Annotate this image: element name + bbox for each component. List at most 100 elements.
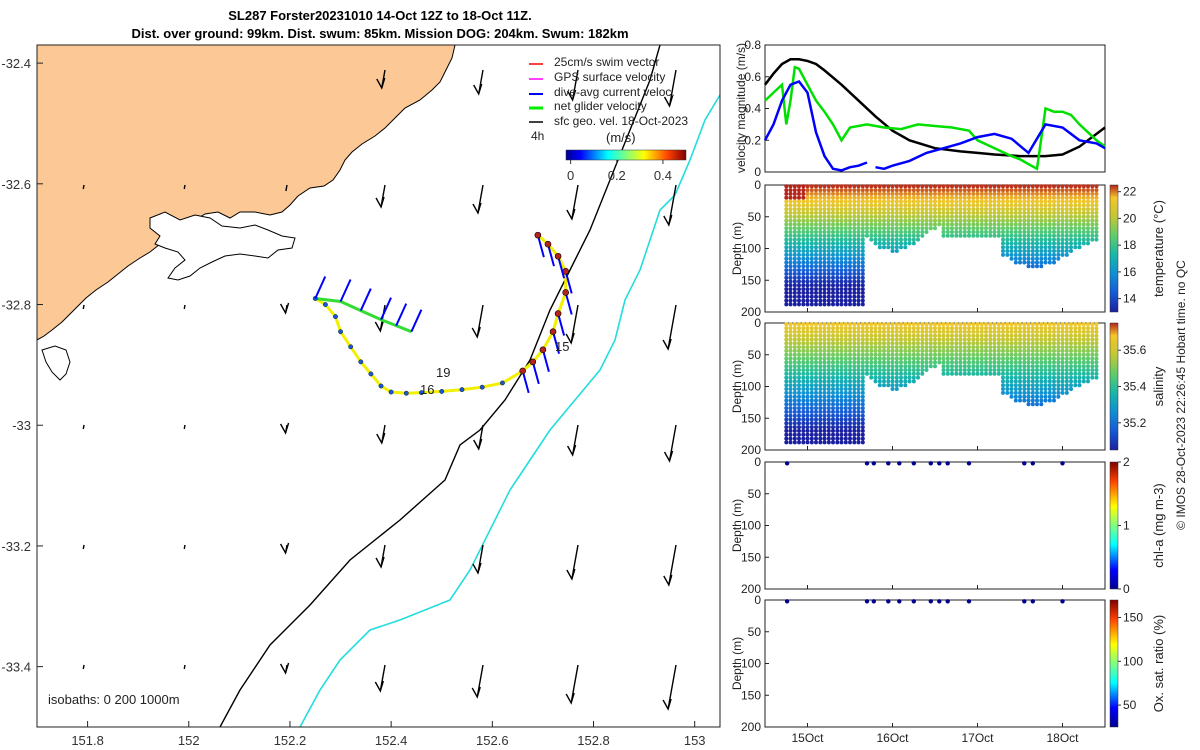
profile-sample <box>860 249 865 253</box>
profile-sample <box>805 379 810 384</box>
profile-sample <box>818 249 823 253</box>
profile-sample <box>975 364 980 369</box>
profile-sample <box>797 207 801 212</box>
profile-sample <box>1043 249 1048 253</box>
profile-sample <box>894 195 899 200</box>
profile-sample <box>805 364 810 369</box>
profile-samples-temperature <box>784 184 1099 307</box>
profile-sample <box>797 402 801 407</box>
profile-sample <box>1043 356 1048 361</box>
profile-sample <box>869 329 874 334</box>
profile-sample <box>835 390 840 395</box>
profile-sample <box>843 352 848 357</box>
profile-sample <box>848 345 852 350</box>
profile-sample <box>1001 210 1005 215</box>
profile-sample <box>958 184 963 189</box>
profile-sample <box>967 352 971 357</box>
colorbar-chla <box>1109 461 1119 590</box>
profile-sample <box>1086 218 1090 223</box>
profile-sample <box>1090 237 1095 242</box>
profile-sample <box>822 440 827 445</box>
profile-sample <box>1086 341 1090 346</box>
profile-sample <box>928 329 933 334</box>
profile-sample <box>809 383 814 388</box>
profile-sample <box>1030 402 1035 407</box>
profile-sample <box>865 371 869 376</box>
profile-sample <box>882 326 886 331</box>
profile-sample <box>992 199 997 204</box>
profile-sample <box>809 268 814 273</box>
track-point <box>562 289 569 296</box>
profile-sample <box>814 326 818 331</box>
profile-sample <box>822 264 827 269</box>
profile-sample <box>937 345 942 350</box>
profile-sample <box>988 371 993 376</box>
profile-sample <box>797 191 801 196</box>
profile-sample <box>848 348 852 353</box>
profile-sample <box>797 406 801 411</box>
profile-sample <box>1030 341 1035 346</box>
profile-sample <box>831 402 835 407</box>
profile-sample <box>1001 233 1005 238</box>
profile-sample <box>1069 348 1073 353</box>
profile-sample <box>814 302 818 307</box>
track-point <box>529 358 537 366</box>
velocity-series-net-glider <box>764 65 1106 171</box>
depth-tick-label: 100 <box>741 380 761 394</box>
profile-sample <box>950 326 954 331</box>
profile-sample <box>809 394 814 399</box>
profile-sample <box>1039 218 1044 223</box>
profile-sample <box>1022 360 1027 365</box>
profile-sample <box>916 333 920 338</box>
profile-sample <box>950 333 954 338</box>
profile-sample <box>992 191 997 196</box>
profile-sample <box>809 260 814 265</box>
profile-sample <box>852 352 857 357</box>
profile-sample <box>860 252 865 257</box>
velocity-y-tick-label: 0.8 <box>744 38 761 52</box>
profile-sample <box>801 375 806 380</box>
profile-sample <box>1022 188 1027 193</box>
profile-sample <box>1035 329 1039 334</box>
profile-sample <box>945 226 950 231</box>
profile-sample <box>945 230 950 234</box>
profile-sample <box>1035 230 1039 234</box>
profile-sample <box>937 214 942 219</box>
profile-sample <box>996 356 1001 361</box>
profile-sample <box>871 461 876 466</box>
profile-sample <box>1009 191 1014 196</box>
profile-sample <box>826 210 831 215</box>
profile-sample <box>788 222 793 227</box>
profile-sample <box>835 290 840 295</box>
profile-sample <box>1005 245 1010 250</box>
profile-sample <box>831 218 835 223</box>
profile-sample <box>1001 341 1005 346</box>
profile-sample <box>882 241 886 246</box>
geo-arrow-head <box>663 574 673 587</box>
profile-sample <box>1030 195 1035 200</box>
profile-sample <box>865 368 869 372</box>
profile-sample <box>1030 333 1035 338</box>
profile-sample <box>962 348 967 353</box>
coastal-inlet <box>41 345 71 381</box>
profile-sample <box>826 233 831 238</box>
profile-sample <box>1001 249 1005 253</box>
profile-sample <box>856 337 861 342</box>
profile-sample <box>984 233 988 238</box>
profile-sample <box>805 371 810 376</box>
profile-sample <box>843 226 848 231</box>
profile-sample <box>865 207 869 212</box>
profile-sample <box>1009 249 1014 253</box>
profile-sample <box>856 329 861 334</box>
profile-sample <box>886 184 891 189</box>
profile-sample <box>992 364 997 369</box>
profile-sample <box>865 364 869 369</box>
profile-sample <box>1073 188 1078 193</box>
profile-sample <box>1013 337 1018 342</box>
time-tick-label: 18Oct <box>1046 731 1079 745</box>
profile-sample <box>818 290 823 295</box>
profile-sample <box>801 326 806 331</box>
profile-sample <box>933 341 937 346</box>
profile-sample <box>890 383 895 388</box>
profile-sample <box>805 406 810 411</box>
